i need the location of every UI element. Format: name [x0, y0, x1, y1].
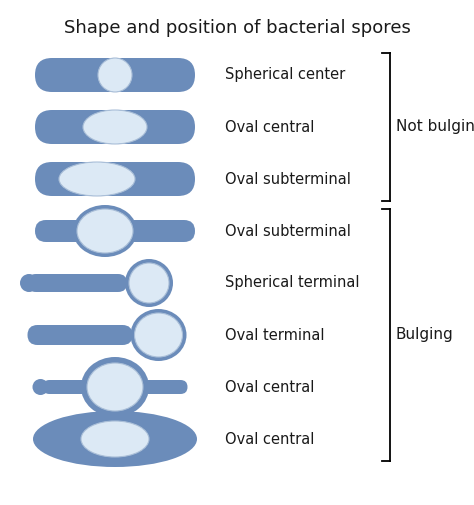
Ellipse shape [87, 363, 143, 411]
FancyBboxPatch shape [43, 380, 188, 394]
Text: Shape and position of bacterial spores: Shape and position of bacterial spores [64, 19, 410, 37]
FancyBboxPatch shape [35, 58, 195, 92]
Ellipse shape [125, 259, 173, 307]
FancyBboxPatch shape [35, 162, 195, 196]
Ellipse shape [129, 263, 169, 303]
Text: Not bulging: Not bulging [396, 120, 474, 134]
Ellipse shape [59, 162, 135, 196]
Text: Oval subterminal: Oval subterminal [225, 224, 351, 238]
Ellipse shape [77, 209, 133, 253]
Text: Spherical terminal: Spherical terminal [225, 276, 359, 290]
Ellipse shape [33, 411, 197, 467]
Ellipse shape [20, 274, 38, 292]
Text: Oval central: Oval central [225, 431, 314, 446]
FancyBboxPatch shape [35, 110, 195, 144]
Text: Oval central: Oval central [225, 120, 314, 134]
Text: Spherical center: Spherical center [225, 68, 345, 82]
Text: Oval subterminal: Oval subterminal [225, 172, 351, 186]
FancyBboxPatch shape [35, 220, 195, 242]
Ellipse shape [73, 205, 137, 257]
Ellipse shape [81, 357, 149, 417]
FancyBboxPatch shape [27, 325, 133, 345]
Text: Bulging: Bulging [396, 328, 454, 342]
FancyBboxPatch shape [27, 274, 127, 292]
Ellipse shape [98, 58, 132, 92]
Ellipse shape [83, 110, 147, 144]
Ellipse shape [81, 421, 149, 457]
Ellipse shape [33, 379, 48, 395]
Ellipse shape [130, 309, 186, 361]
Ellipse shape [135, 313, 182, 357]
Text: Oval terminal: Oval terminal [225, 328, 325, 342]
Text: Oval central: Oval central [225, 379, 314, 394]
